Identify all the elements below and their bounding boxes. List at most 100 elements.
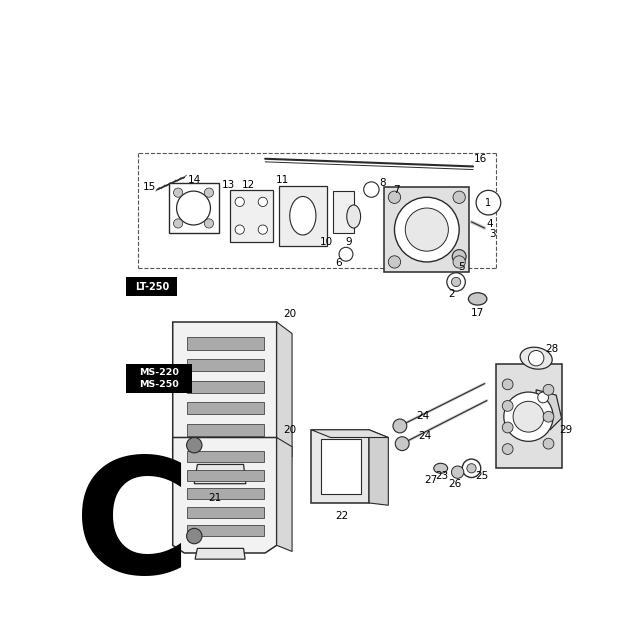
Polygon shape <box>369 430 388 505</box>
Circle shape <box>235 225 244 234</box>
Circle shape <box>204 219 214 228</box>
Polygon shape <box>311 430 388 437</box>
Polygon shape <box>195 548 245 559</box>
Circle shape <box>173 219 183 228</box>
Circle shape <box>504 392 553 442</box>
Polygon shape <box>186 470 263 481</box>
Circle shape <box>543 411 554 422</box>
Polygon shape <box>186 488 263 499</box>
Text: 14: 14 <box>188 175 201 185</box>
Circle shape <box>394 197 459 262</box>
Circle shape <box>502 401 513 411</box>
Circle shape <box>204 188 214 197</box>
Text: 11: 11 <box>275 175 289 185</box>
Text: 25: 25 <box>476 471 489 481</box>
Circle shape <box>388 256 401 268</box>
Text: 20: 20 <box>284 425 296 435</box>
Circle shape <box>176 191 210 225</box>
Circle shape <box>186 529 202 544</box>
Ellipse shape <box>290 197 316 235</box>
Polygon shape <box>186 402 263 415</box>
Circle shape <box>543 438 554 449</box>
Bar <box>496 364 561 468</box>
Text: 1: 1 <box>485 198 491 208</box>
Text: LT-250: LT-250 <box>135 282 169 292</box>
Circle shape <box>467 464 476 473</box>
Bar <box>231 190 273 242</box>
Circle shape <box>393 419 407 433</box>
Circle shape <box>258 225 267 234</box>
Circle shape <box>339 248 353 261</box>
Text: 26: 26 <box>449 479 462 489</box>
Polygon shape <box>186 507 263 518</box>
Text: MS-220
MS-250: MS-220 MS-250 <box>139 369 179 389</box>
Text: 21: 21 <box>209 493 222 503</box>
Bar <box>127 277 178 296</box>
Text: 9: 9 <box>345 237 352 247</box>
Text: 3: 3 <box>489 229 496 239</box>
Circle shape <box>476 190 501 215</box>
Circle shape <box>452 277 461 287</box>
Polygon shape <box>186 423 263 436</box>
Ellipse shape <box>433 463 447 473</box>
Polygon shape <box>186 381 263 393</box>
Circle shape <box>453 191 466 203</box>
Text: 24: 24 <box>416 411 430 421</box>
Text: C: C <box>74 452 192 607</box>
Circle shape <box>447 273 466 291</box>
Polygon shape <box>277 322 292 457</box>
Text: 22: 22 <box>336 511 349 521</box>
Ellipse shape <box>346 205 360 228</box>
Text: 28: 28 <box>545 344 558 354</box>
Text: 20: 20 <box>284 309 296 319</box>
Text: 16: 16 <box>474 154 488 164</box>
Polygon shape <box>536 390 561 430</box>
Circle shape <box>258 197 267 207</box>
Text: 12: 12 <box>241 180 255 190</box>
Circle shape <box>388 191 401 203</box>
Ellipse shape <box>468 293 487 305</box>
Circle shape <box>537 392 549 403</box>
Text: 13: 13 <box>222 180 236 190</box>
Text: 2: 2 <box>448 289 455 299</box>
Polygon shape <box>194 464 246 484</box>
Bar <box>321 439 360 495</box>
Text: 5: 5 <box>458 261 465 272</box>
Circle shape <box>543 384 554 395</box>
Polygon shape <box>173 437 277 553</box>
Polygon shape <box>277 437 292 551</box>
Bar <box>333 191 355 234</box>
Polygon shape <box>173 322 277 468</box>
Circle shape <box>364 182 379 197</box>
Text: 17: 17 <box>471 308 484 318</box>
Text: 6: 6 <box>335 258 341 268</box>
Circle shape <box>173 188 183 197</box>
Circle shape <box>502 444 513 454</box>
Text: 24: 24 <box>419 431 432 441</box>
Text: 27: 27 <box>424 475 437 485</box>
Text: 23: 23 <box>435 471 449 481</box>
Polygon shape <box>186 451 263 462</box>
Polygon shape <box>186 338 263 350</box>
Text: 7: 7 <box>392 185 399 195</box>
Polygon shape <box>186 359 263 371</box>
Bar <box>127 364 192 393</box>
Circle shape <box>452 249 466 263</box>
Circle shape <box>513 401 544 432</box>
Circle shape <box>405 208 449 251</box>
Text: 10: 10 <box>320 237 333 247</box>
Circle shape <box>529 350 544 366</box>
Text: 4: 4 <box>486 219 493 229</box>
Bar <box>169 183 219 234</box>
Circle shape <box>502 422 513 433</box>
Bar <box>384 187 469 272</box>
Circle shape <box>502 379 513 390</box>
Polygon shape <box>311 430 369 503</box>
Circle shape <box>395 437 409 450</box>
Circle shape <box>235 197 244 207</box>
Circle shape <box>453 256 466 268</box>
Circle shape <box>186 437 202 453</box>
Polygon shape <box>186 525 263 536</box>
Bar <box>279 186 327 246</box>
Text: 15: 15 <box>143 182 156 192</box>
